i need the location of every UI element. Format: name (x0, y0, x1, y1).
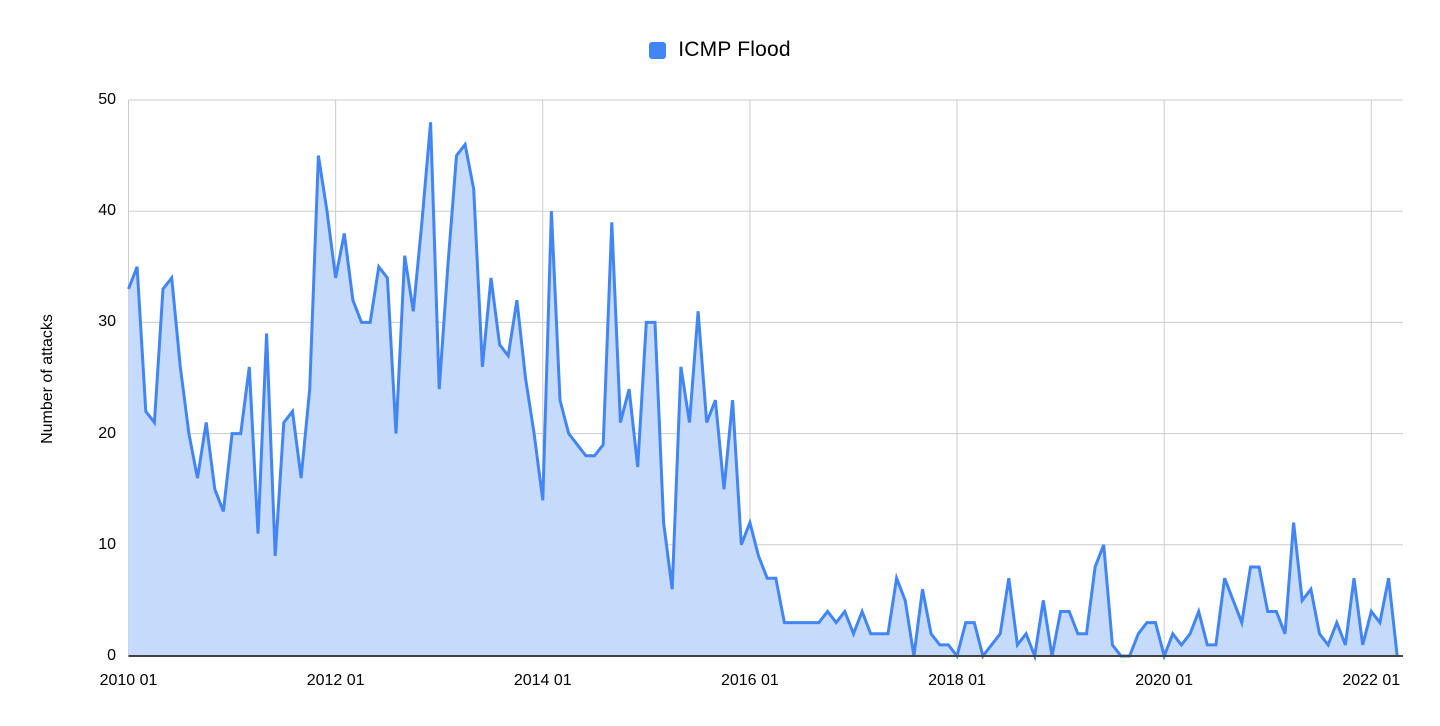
y-tick-label: 50 (98, 91, 116, 108)
y-tick-label: 20 (98, 424, 116, 442)
legend-swatch-icon (649, 41, 667, 59)
x-tick-label: 2018 01 (928, 672, 986, 689)
x-tick-label: 2020 01 (1135, 672, 1194, 689)
y-tick-label: 30 (98, 313, 116, 331)
legend[interactable]: ICMP Flood (0, 38, 1440, 62)
x-tick-label: 2014 01 (513, 672, 572, 689)
series-line (127, 122, 1399, 662)
x-tick-label: 2010 01 (99, 672, 158, 689)
series-area-fill (128, 122, 1398, 656)
x-tick-label: 2016 01 (720, 672, 779, 689)
legend-label: ICMP Flood (678, 38, 791, 61)
y-tick-label: 0 (107, 647, 116, 664)
x-tick-label: 2022 01 (1342, 672, 1401, 689)
y-tick-label: 10 (98, 535, 116, 553)
y-tick-label: 40 (98, 202, 116, 220)
x-tick-label: 2012 01 (306, 672, 365, 689)
